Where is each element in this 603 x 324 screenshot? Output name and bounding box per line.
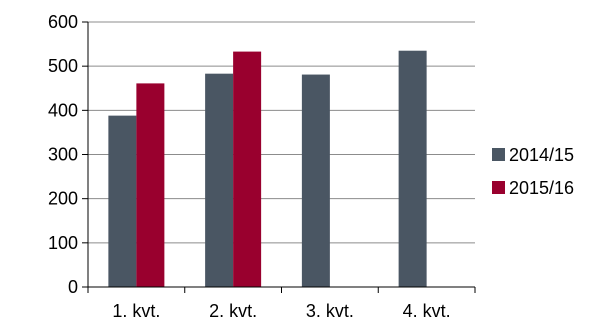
bars	[108, 50, 427, 288]
bar-2014-15-3	[301, 74, 330, 287]
x-tick-label: 4. kvt.	[403, 301, 451, 321]
x-tick-label: 3. kvt.	[306, 301, 354, 321]
legend-label: 2015/16	[509, 178, 574, 198]
legend-swatch	[492, 148, 505, 161]
y-tick-labels: 0 100 200 300 400 500 600	[48, 12, 78, 297]
y-tick-label: 100	[48, 233, 78, 253]
y-tick-label: 300	[48, 145, 78, 165]
y-tick-label: 500	[48, 56, 78, 76]
bar-2014-15-2	[205, 73, 234, 287]
y-tick-label: 200	[48, 189, 78, 209]
bar-2015-16-2	[233, 51, 262, 287]
bar-2015-16-1	[136, 83, 165, 288]
legend-swatch	[492, 181, 505, 194]
x-tick-label: 2. kvt.	[209, 301, 257, 321]
bar-2014-15-1	[108, 115, 137, 287]
y-tick-label: 600	[48, 12, 78, 32]
x-tick-labels: 1. kvt. 2. kvt. 3. kvt. 4. kvt.	[112, 301, 450, 321]
y-tick-label: 0	[68, 277, 78, 297]
y-tick-label: 400	[48, 100, 78, 120]
bar-2014-15-4	[398, 50, 427, 288]
legend-label: 2014/15	[509, 145, 574, 165]
x-tick-label: 1. kvt.	[112, 301, 160, 321]
axes	[82, 21, 476, 293]
legend: 2014/15 2015/16	[492, 145, 574, 198]
